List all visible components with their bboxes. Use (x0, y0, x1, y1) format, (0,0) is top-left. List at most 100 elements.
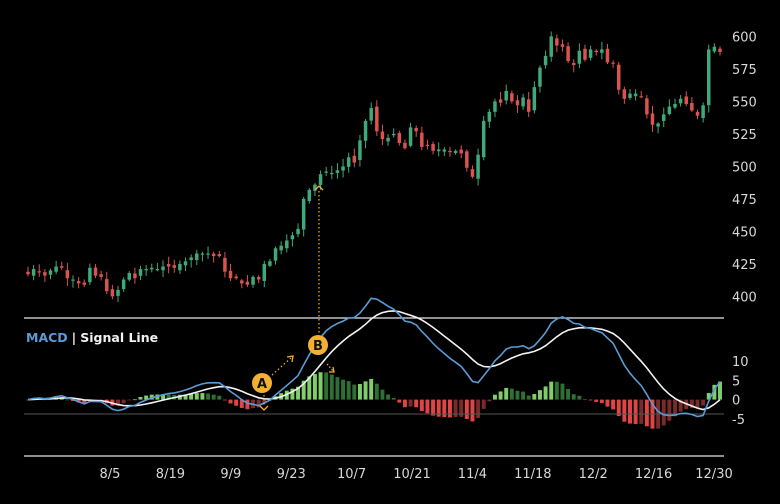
macd-histogram-bar (425, 399, 430, 414)
macd-histogram-bar (211, 394, 216, 400)
candle-body (358, 140, 362, 160)
candle-body (375, 106, 379, 132)
macd-histogram-bar (599, 399, 604, 403)
candle-body (465, 151, 469, 168)
candle-body (380, 131, 385, 140)
macd-histogram-bar (189, 393, 194, 400)
candle-body (656, 123, 660, 127)
candle-body (99, 274, 103, 277)
price-tick-label: 475 (732, 193, 757, 208)
candle-body (403, 142, 407, 149)
macd-axis: 10 5 0 -5 (732, 355, 749, 428)
candle-body (425, 144, 430, 146)
macd-histogram-bar (341, 379, 346, 400)
macd-histogram-bar (689, 399, 694, 409)
macd-histogram-bar (678, 399, 683, 412)
candle-body (290, 235, 295, 240)
macd-histogram-bar (239, 399, 244, 408)
candle-body (526, 99, 531, 112)
candle-body (262, 263, 267, 281)
date-tick-label: 12/2 (579, 467, 608, 482)
candle-body (701, 105, 705, 119)
candle-body (510, 93, 514, 102)
macd-histogram-bar (549, 381, 554, 400)
candle-body (543, 55, 548, 66)
macd-tick-label: -5 (732, 413, 745, 428)
macd-histogram-bar (560, 383, 565, 400)
macd-histogram-bar (712, 384, 717, 400)
macd-histogram-bar (206, 393, 211, 400)
macd-histogram-bar (363, 381, 368, 400)
macd-histogram-bar (374, 383, 379, 400)
candle-body (431, 143, 435, 151)
macd-histogram-bar (222, 399, 227, 401)
macd-histogram-bar (414, 399, 419, 408)
macd-histogram-bar (161, 394, 165, 400)
candle-body (166, 264, 171, 267)
price-tick-label: 525 (732, 128, 757, 143)
date-tick-label: 9/23 (277, 467, 306, 482)
macd-histogram-bar (537, 390, 542, 400)
candle-body (76, 281, 81, 284)
candle-body (639, 96, 643, 98)
macd-histogram-bar (391, 397, 396, 400)
candle-body (341, 166, 345, 171)
macd-histogram-bar (442, 399, 447, 418)
candle-body (37, 271, 41, 273)
candle-body (330, 172, 334, 175)
macd-histogram-bar (436, 399, 441, 417)
signal-line (27, 310, 721, 411)
macd-histogram-bar (470, 399, 475, 422)
annotation-a-arrowhead-icon (286, 355, 294, 363)
macd-histogram-bar (515, 390, 520, 400)
date-tick-label: 8/19 (156, 467, 185, 482)
candle-body (127, 273, 132, 280)
candle-body (414, 127, 418, 132)
candle-body (712, 46, 717, 52)
candle-body (695, 111, 700, 116)
candle-body (234, 276, 238, 279)
candle-body (459, 149, 463, 154)
macd-histogram-bar (329, 374, 334, 400)
macd-histogram-bar (82, 399, 87, 404)
candle-body (301, 198, 306, 230)
candle-body (718, 48, 722, 52)
candle-body (363, 120, 368, 141)
annotation-a: A (252, 355, 294, 411)
date-tick-label: 11/18 (514, 467, 551, 482)
candle-body (504, 91, 508, 101)
macd-histogram-bar (622, 399, 627, 422)
candle-body (251, 276, 255, 285)
annotation-b: B (308, 185, 335, 373)
candle-body (408, 127, 413, 146)
candle-body (555, 38, 559, 46)
candle-body (296, 228, 300, 235)
macd-histogram-bar (228, 399, 233, 404)
macd-histogram-bar (397, 399, 402, 403)
candle-body (138, 269, 143, 276)
candle-body (116, 289, 120, 296)
candle-body (667, 106, 672, 115)
candle-body (279, 245, 283, 251)
macd-histogram-bar (695, 399, 700, 409)
macd-histogram-bar (245, 399, 250, 410)
candle-body (48, 270, 53, 275)
candle-body (268, 261, 272, 266)
annotation-a-tick-icon (259, 405, 269, 411)
candle-body (110, 289, 115, 297)
candle-body (442, 149, 447, 152)
candle-body (448, 150, 452, 153)
macd-tick-label: 10 (732, 355, 749, 370)
price-tick-label: 400 (732, 290, 757, 305)
macd-histogram-bar (296, 386, 301, 400)
candle-body (707, 49, 711, 106)
annotation-b-arrow (326, 363, 334, 372)
date-tick-label: 8/5 (100, 467, 121, 482)
macd-tick-label: 5 (732, 374, 740, 389)
price-tick-label: 425 (732, 258, 757, 273)
candle-body (588, 49, 593, 58)
candle-body (690, 103, 694, 111)
macd-histogram-bar (335, 377, 340, 400)
macd-histogram (26, 372, 722, 429)
candle-body (605, 48, 610, 63)
